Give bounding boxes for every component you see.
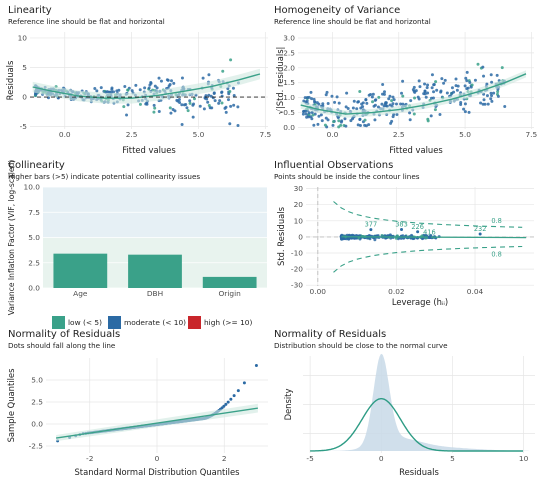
chart-subtitle: Reference line should be flat and horizo… [8, 17, 165, 26]
chart-title: Collinearity [8, 160, 65, 171]
influential-panel: Influential Observations Points should b… [274, 160, 536, 312]
legend-swatch [188, 315, 201, 329]
legend-swatch [108, 315, 121, 329]
chart-subtitle: Reference line should be flat and horizo… [274, 17, 431, 26]
chart-subtitle: Points should be inside the contour line… [274, 172, 420, 181]
chart-title: Linearity [8, 5, 52, 16]
legend-item-high: high (>= 10) [188, 314, 252, 330]
chart-subtitle: Distribution should be close to the norm… [274, 341, 448, 350]
legend-item-moderate: moderate (< 10) [108, 314, 186, 330]
legend-label: high (>= 10) [204, 317, 253, 327]
collinearity-panel: Collinearity Higher bars (>5) indicate p… [8, 160, 270, 312]
chart-title: Normality of Residuals [274, 329, 387, 340]
homogeneity-panel: Homogeneity of Variance Reference line s… [274, 5, 536, 157]
legend-label: low (< 5) [68, 317, 102, 327]
chart-subtitle: Dots should fall along the line [8, 341, 116, 350]
density-panel: Normality of Residuals Distribution shou… [274, 329, 536, 481]
legend-item-low: low (< 5) [52, 314, 102, 330]
legend-label: moderate (< 10) [124, 317, 187, 327]
chart-subtitle: Higher bars (>5) indicate potential coll… [8, 172, 201, 181]
qq-panel: Normality of Residuals Dots should fall … [8, 329, 270, 481]
chart-title: Normality of Residuals [8, 329, 121, 340]
chart-title: Homogeneity of Variance [274, 5, 401, 16]
legend-swatch [52, 315, 65, 329]
linearity-panel: Linearity Reference line should be flat … [8, 5, 270, 157]
chart-title: Influential Observations [274, 160, 394, 171]
